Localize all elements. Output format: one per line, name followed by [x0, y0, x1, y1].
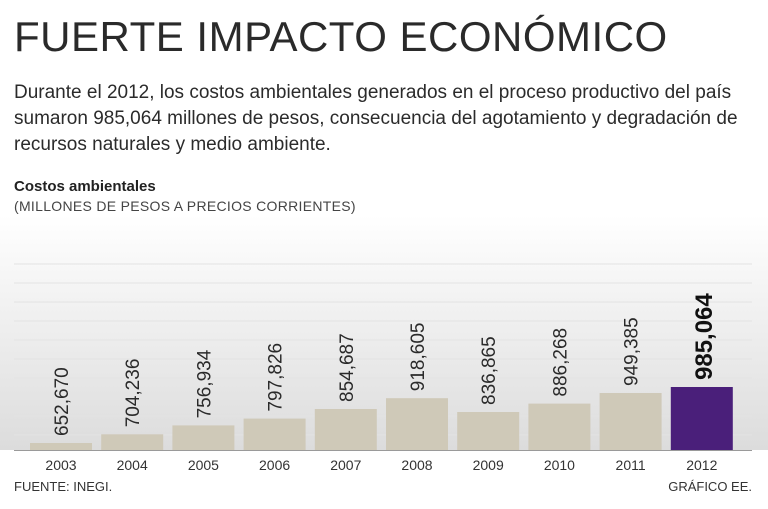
bar-2009 [457, 412, 520, 450]
value-label-2011: 949,385 [622, 317, 643, 386]
value-label-2003: 652,670 [52, 367, 73, 436]
x-tick-label-2012: 2012 [686, 457, 717, 473]
graphic-credit: GRÁFICO EE. [668, 479, 752, 494]
value-label-2009: 836,865 [479, 336, 500, 405]
bar-2006 [243, 418, 306, 450]
bar-2012 [670, 387, 733, 450]
value-label-2008: 918,605 [408, 323, 429, 392]
bar-2004 [101, 434, 164, 450]
bar-2007 [314, 409, 377, 450]
x-tick-label-2005: 2005 [188, 457, 219, 473]
bars [30, 387, 733, 450]
value-label-2004: 704,236 [123, 359, 144, 428]
x-tick-label-2009: 2009 [473, 457, 504, 473]
x-tick-label-2008: 2008 [401, 457, 432, 473]
page-title: FUERTE IMPACTO ECONÓMICO [14, 13, 668, 60]
chart-title: Costos ambientales [14, 178, 156, 195]
value-labels: 652,670 704,236 756,934 797,826 854,687 918,6… [52, 293, 718, 436]
x-tick-label-2006: 2006 [259, 457, 290, 473]
x-tick-label-2004: 2004 [117, 457, 148, 473]
x-axis-labels: 2003 2004 2005 2006 2007 2008 2009 2010 2011 2012 [45, 457, 717, 473]
value-label-2005: 756,934 [194, 349, 215, 418]
value-label-2012: 985,064 [691, 293, 718, 380]
value-label-2007: 854,687 [337, 333, 358, 402]
source-note: FUENTE: INEGI. [14, 479, 113, 494]
value-label-2006: 797,826 [266, 343, 287, 412]
x-tick-label-2007: 2007 [330, 457, 361, 473]
x-tick-label-2010: 2010 [544, 457, 575, 473]
x-tick-label-2011: 2011 [616, 457, 646, 473]
bar-2008 [386, 398, 448, 450]
value-label-2010: 886,268 [550, 328, 571, 397]
bar-2010 [528, 403, 591, 450]
bar-2011 [599, 393, 662, 450]
bar-2003 [30, 443, 92, 450]
bar-2005 [172, 425, 235, 450]
chart-units: (MILLONES DE PESOS A PRECIOS CORRIENTES) [14, 198, 356, 214]
intro-paragraph: Durante el 2012, los costos ambientales … [14, 82, 738, 155]
x-tick-label-2003: 2003 [45, 457, 76, 473]
